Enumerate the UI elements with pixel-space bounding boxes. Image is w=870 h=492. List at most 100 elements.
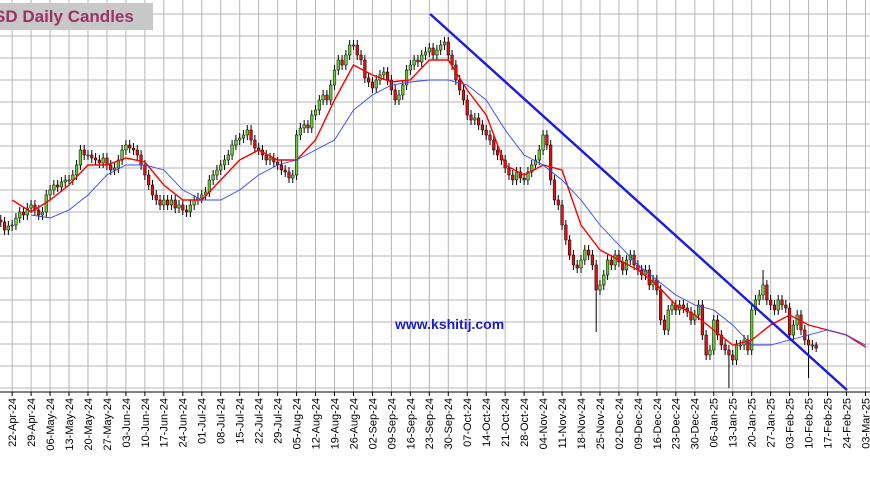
candle-body <box>245 129 249 136</box>
x-tick-label: 17-Feb-25 <box>822 398 834 449</box>
candle-body <box>306 124 310 129</box>
x-tick-label: 19-Aug-24 <box>329 398 341 449</box>
indicator-line <box>11 59 866 348</box>
candle-body <box>226 154 230 161</box>
candle-body <box>788 307 792 336</box>
x-tick-label: 20-Jan-25 <box>747 398 759 448</box>
candle-body <box>757 294 761 301</box>
candle-body <box>590 254 594 266</box>
candle-body <box>162 199 166 206</box>
candle-body <box>355 44 359 56</box>
candle-body <box>188 204 192 213</box>
x-tick-label: 12-Aug-24 <box>310 398 322 449</box>
candle-body <box>560 204 564 226</box>
candle-body <box>605 259 610 276</box>
candle-body <box>264 154 268 161</box>
candle-body <box>302 124 306 129</box>
candle-body <box>135 149 139 156</box>
x-tick-label: 24-Feb-25 <box>841 398 853 449</box>
candle-body <box>143 164 147 176</box>
candle-body <box>294 134 299 176</box>
x-tick-label: 02-Dec-24 <box>614 398 626 449</box>
candle-body <box>750 309 754 351</box>
x-tick-label: 01-Jul-24 <box>197 398 209 444</box>
candle-body <box>25 207 29 216</box>
candle-body <box>86 154 90 157</box>
x-tick-label: 23-Sep-24 <box>424 398 436 449</box>
candle-body <box>101 157 105 164</box>
candle-body <box>492 139 496 151</box>
x-tick-label: 20-May-24 <box>83 398 95 451</box>
candle-body <box>734 344 739 361</box>
candle-body <box>59 181 64 188</box>
candle-body <box>518 171 522 179</box>
candle-body <box>63 179 67 183</box>
x-tick-label: 03-Mar-25 <box>860 398 870 449</box>
candle-body <box>598 284 602 291</box>
candle-body <box>480 124 484 131</box>
x-tick-label: 23-Dec-24 <box>671 398 683 449</box>
candle-body <box>0 219 3 223</box>
candle-body <box>48 189 52 196</box>
candle-body <box>40 211 45 216</box>
candle-body <box>522 177 526 181</box>
candle-body <box>461 89 466 101</box>
candle-body <box>150 184 155 196</box>
x-tick-label: 17-Jun-24 <box>159 398 171 448</box>
candle-body <box>283 169 287 173</box>
candle-body <box>727 349 731 356</box>
candle-body <box>325 94 329 101</box>
candle-body <box>689 311 693 321</box>
x-tick-label: 10-Jun-24 <box>140 398 152 448</box>
candle-body <box>56 184 60 188</box>
x-tick-label: 24-Jun-24 <box>178 398 190 448</box>
candle-body <box>329 84 333 101</box>
candle-body <box>287 171 291 179</box>
candle-body <box>488 134 492 141</box>
x-tick-label: 26-Aug-24 <box>348 398 360 449</box>
candle-body <box>465 99 469 116</box>
candle-body <box>112 167 117 171</box>
candle-body <box>10 224 14 227</box>
candle-body <box>181 204 185 211</box>
candle-body <box>37 209 41 216</box>
candle-body <box>249 129 253 141</box>
candle-body <box>401 84 405 96</box>
candle-body <box>719 334 723 346</box>
candle-body <box>211 174 215 181</box>
candle-body <box>219 164 223 171</box>
candle-body <box>514 171 519 181</box>
chart-title: SD Daily Candles <box>0 7 134 26</box>
grid <box>0 0 870 392</box>
candle-body <box>52 184 56 191</box>
x-tick-label: 18-Nov-24 <box>576 398 588 449</box>
candle-body <box>238 137 242 141</box>
candle-body <box>530 164 534 173</box>
candle-body <box>803 329 807 341</box>
candle-body <box>761 284 765 296</box>
candle-body <box>147 174 151 186</box>
x-tick-label: 06-Jan-25 <box>709 398 721 448</box>
candle-body <box>681 304 685 309</box>
x-tick-label: 07-Oct-24 <box>462 398 474 447</box>
candle-body <box>200 194 204 199</box>
candle-body <box>477 117 481 126</box>
candle-body <box>234 139 238 146</box>
candle-body <box>177 204 181 209</box>
candle-body <box>594 264 598 291</box>
candle-body <box>363 59 367 79</box>
x-tick-label: 05-Aug-24 <box>291 398 303 449</box>
candle-body <box>715 319 720 336</box>
candle-body <box>397 94 401 101</box>
candle-body <box>446 41 450 56</box>
candle-body <box>317 99 321 111</box>
x-tick-label: 29-Jul-24 <box>273 398 285 444</box>
candle-body <box>313 109 318 116</box>
candle-body <box>769 299 773 306</box>
candle-body <box>166 199 170 206</box>
candle-body <box>253 139 257 149</box>
candle-body <box>203 191 208 196</box>
candle-body <box>82 149 86 156</box>
candle-body <box>738 344 742 347</box>
